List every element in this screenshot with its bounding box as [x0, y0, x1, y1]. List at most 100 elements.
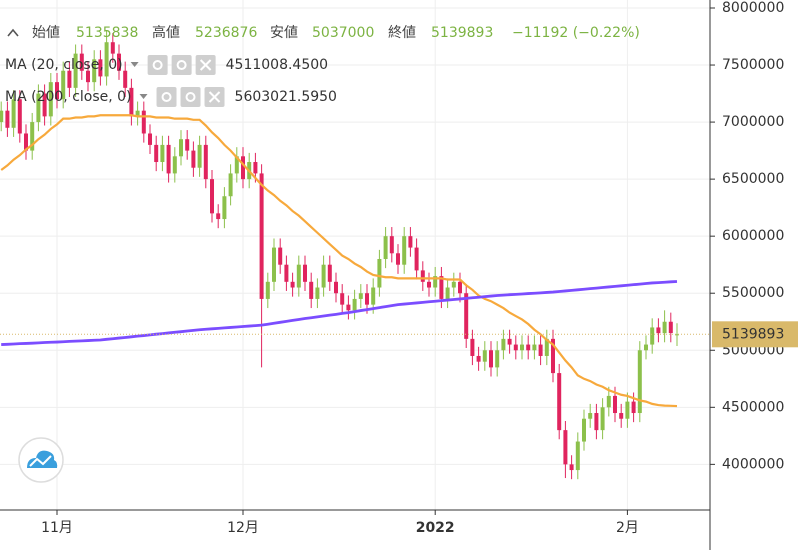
candle-body	[309, 281, 314, 299]
candle-body	[222, 196, 227, 220]
candle-body	[476, 355, 481, 362]
candle-body	[334, 281, 338, 294]
eye-button[interactable]	[147, 55, 168, 75]
candle-body	[371, 287, 376, 305]
candle-body	[358, 293, 363, 299]
candle-body	[439, 276, 444, 299]
candle-body	[234, 156, 239, 174]
candle-body	[321, 264, 326, 288]
candle-body	[365, 293, 369, 305]
candle-body	[557, 373, 562, 431]
candle-body	[104, 42, 109, 77]
settings-button[interactable]	[171, 55, 192, 75]
logo[interactable]	[18, 437, 64, 483]
x-tick-label: 12月	[227, 520, 259, 536]
candle-body	[656, 327, 661, 334]
candle-body	[11, 99, 16, 128]
last-price-box	[712, 321, 798, 348]
last-price-label: 5139893	[722, 326, 784, 342]
candle-body	[73, 53, 78, 88]
eye-glyph	[161, 92, 172, 102]
logo-cloud	[27, 450, 58, 468]
candle-body	[420, 270, 425, 282]
candle-body	[55, 82, 59, 100]
candle-body	[148, 133, 152, 145]
candle-body	[495, 350, 500, 368]
candle-body	[458, 281, 462, 294]
candle-body	[389, 236, 394, 254]
candle-body	[526, 344, 531, 351]
close-value: 5139893	[431, 25, 493, 41]
candle-body	[117, 53, 121, 71]
open-label: 始値	[32, 25, 60, 41]
candle-body	[5, 110, 10, 128]
settings-glyph	[176, 60, 187, 70]
dropdown-arrow[interactable]	[139, 94, 148, 99]
candle-body	[600, 407, 605, 431]
dropdown-arrow[interactable]	[130, 62, 139, 67]
candle-body	[98, 59, 103, 77]
candle-body	[303, 264, 307, 282]
candle-body	[216, 213, 221, 220]
low-label: 安値	[270, 25, 298, 41]
candle-body	[594, 413, 599, 431]
candle-body	[532, 344, 537, 351]
candle-body	[172, 156, 177, 174]
candle-body	[123, 70, 128, 88]
y-tick-label: 4500000	[722, 399, 784, 415]
candle-body	[197, 144, 202, 168]
candle-body	[296, 264, 301, 288]
moving-average-line	[0, 114, 678, 408]
candle-body	[507, 338, 512, 345]
low-value: 5037000	[312, 25, 374, 41]
high-label: 高値	[152, 24, 180, 41]
candle-body	[414, 247, 419, 271]
candle-body	[619, 413, 624, 419]
candle-body	[352, 298, 357, 311]
candle-body	[166, 144, 171, 174]
plot-area	[0, 0, 710, 510]
candle-body	[451, 281, 456, 288]
candle-body	[0, 110, 4, 123]
candle-body	[346, 304, 351, 311]
settings-button[interactable]	[180, 87, 201, 107]
y-tick-label: 8000000	[722, 0, 784, 16]
candle-body	[377, 258, 382, 288]
candle-body	[588, 413, 593, 419]
candle-body	[383, 236, 388, 259]
candle-body	[464, 293, 469, 339]
high-value: 5236876	[195, 25, 257, 41]
candle-body	[513, 344, 518, 351]
candle-body	[675, 334, 679, 336]
indicator-name: MA (200, close, 0)	[5, 89, 132, 105]
candle-body	[433, 276, 438, 288]
x-tick-label: 11月	[41, 520, 73, 536]
change-value: −11192 (−0.22%)	[512, 25, 640, 41]
candle-body	[67, 70, 72, 88]
indicator-name: MA (20, close, 0)	[5, 57, 123, 73]
candle-body	[110, 42, 115, 54]
candle-body	[340, 293, 345, 305]
candle-body	[613, 395, 617, 414]
candle-body	[185, 139, 190, 151]
y-tick-label: 6500000	[722, 171, 784, 187]
eye-button[interactable]	[156, 87, 177, 107]
remove-glyph	[208, 91, 221, 103]
candle-body	[470, 338, 475, 356]
y-tick-label: 7000000	[722, 114, 784, 130]
candle-body	[402, 236, 407, 265]
candle-body	[42, 93, 47, 117]
candle-body	[141, 110, 146, 134]
candle-body	[36, 93, 41, 123]
candle-body	[61, 70, 66, 100]
candle-body	[575, 441, 580, 471]
candle-body	[625, 401, 630, 419]
collapse-icon[interactable]	[7, 28, 19, 37]
candle-body	[538, 344, 543, 356]
candle-body	[17, 99, 22, 134]
moving-average-line	[1, 280, 678, 346]
candle-body	[203, 144, 208, 180]
candle-body	[290, 281, 295, 288]
candle-body	[315, 287, 320, 299]
